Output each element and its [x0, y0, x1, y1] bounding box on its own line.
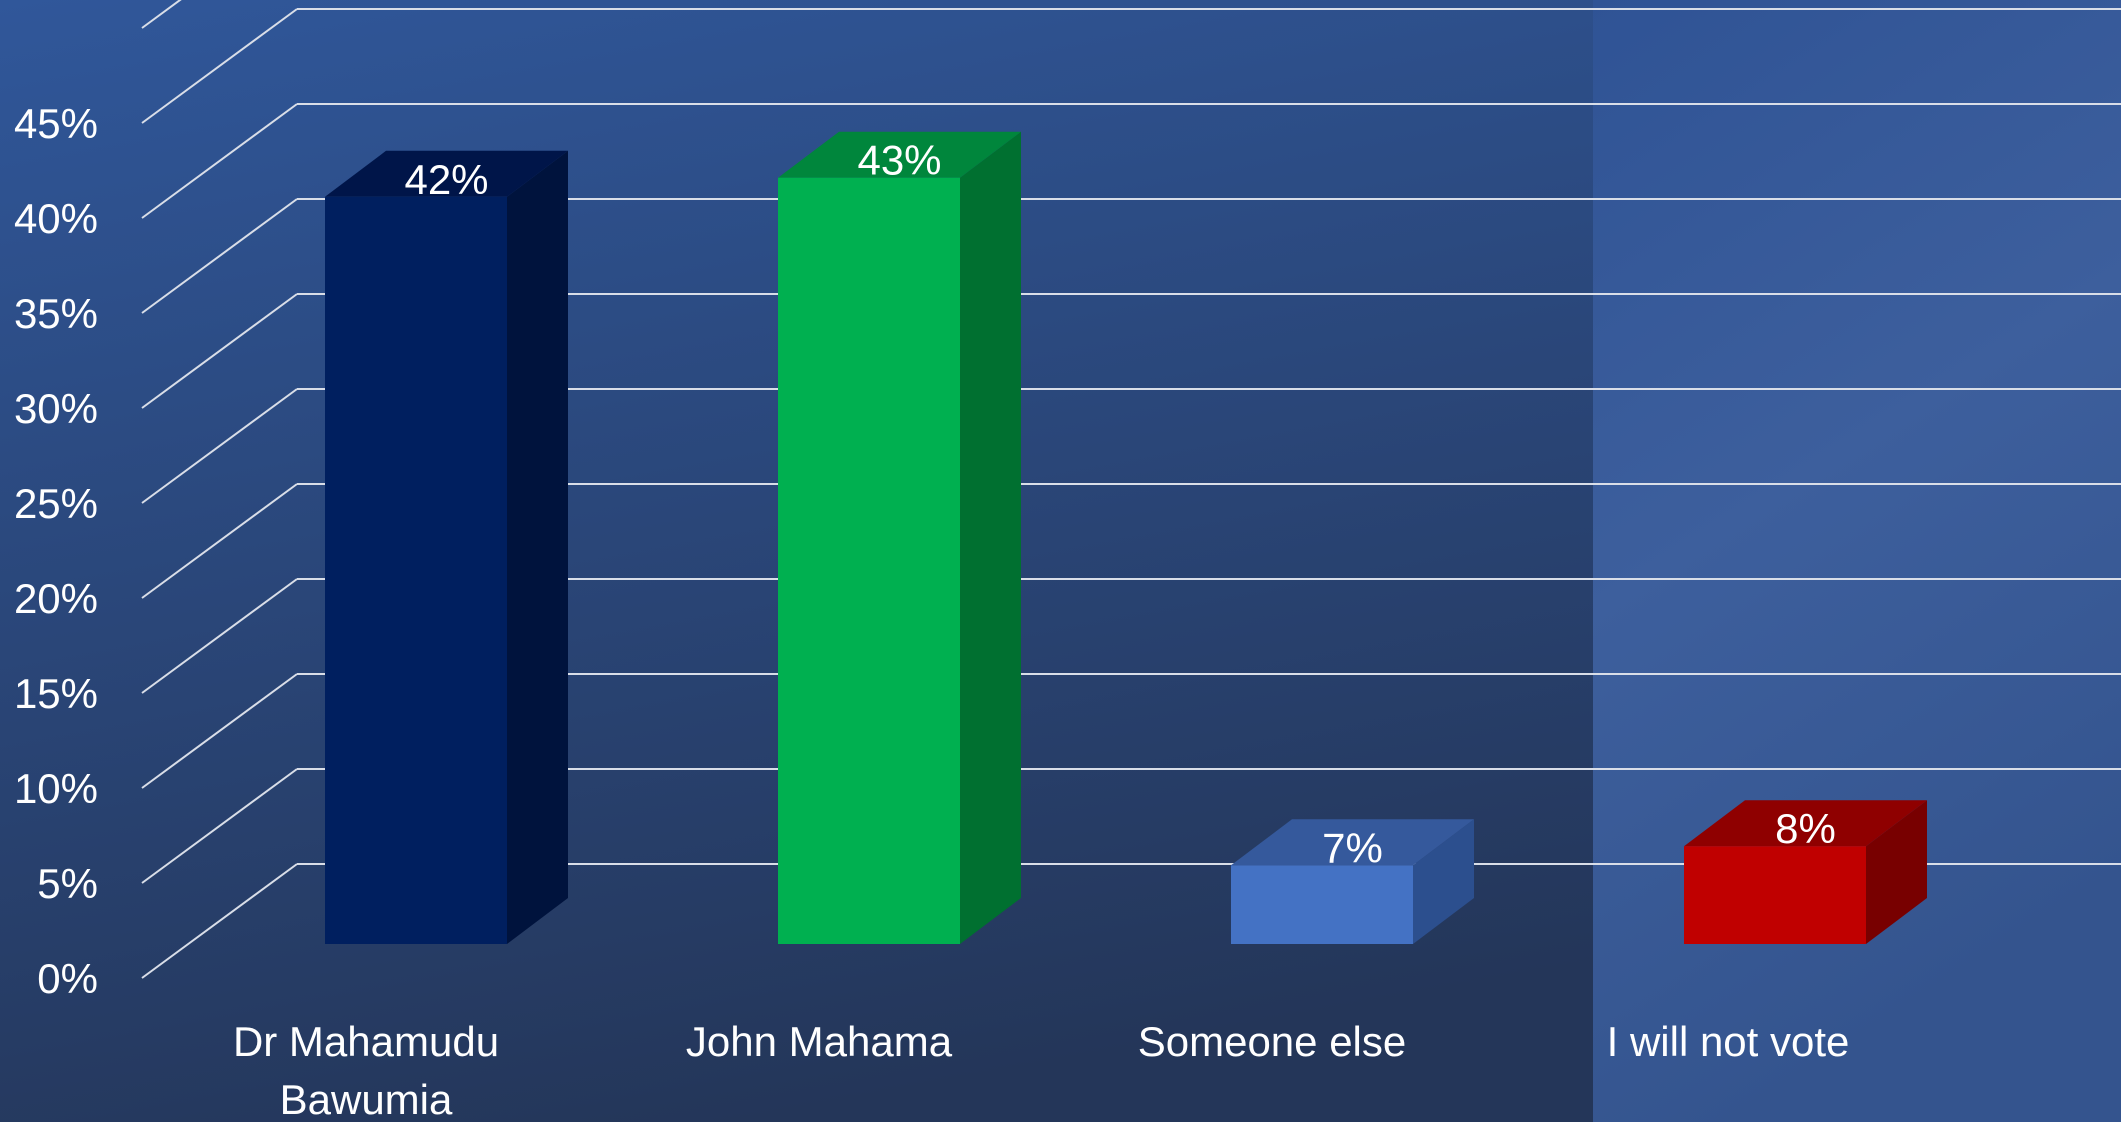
bar	[778, 132, 1021, 944]
data-label: 7%	[1322, 824, 1383, 871]
x-category-label: John Mahama	[686, 1018, 953, 1065]
data-label: 43%	[857, 137, 941, 184]
bar-front	[1684, 846, 1866, 944]
bar-front	[1231, 865, 1413, 944]
y-tick-label: 20%	[14, 575, 98, 622]
x-category-label: Someone else	[1138, 1018, 1407, 1065]
bar-front	[778, 178, 960, 944]
x-category-label: Bawumia	[280, 1076, 453, 1122]
y-tick-label: 0%	[37, 955, 98, 1002]
background-panel	[1593, 0, 2121, 1122]
y-tick-label: 45%	[14, 100, 98, 147]
y-tick-label: 40%	[14, 195, 98, 242]
y-tick-label: 35%	[14, 290, 98, 337]
y-tick-label: 25%	[14, 480, 98, 527]
bar-side	[960, 132, 1021, 944]
y-tick-label: 5%	[37, 860, 98, 907]
y-tick-label: 10%	[14, 765, 98, 812]
bar-side	[507, 151, 568, 944]
data-label: 42%	[404, 156, 488, 203]
bar	[325, 151, 568, 944]
bar-front	[325, 197, 507, 944]
x-category-label: Dr Mahamudu	[233, 1018, 499, 1065]
y-tick-label: 15%	[14, 670, 98, 717]
y-tick-label: 30%	[14, 385, 98, 432]
x-category-label: I will not vote	[1607, 1018, 1850, 1065]
data-label: 8%	[1775, 805, 1836, 852]
